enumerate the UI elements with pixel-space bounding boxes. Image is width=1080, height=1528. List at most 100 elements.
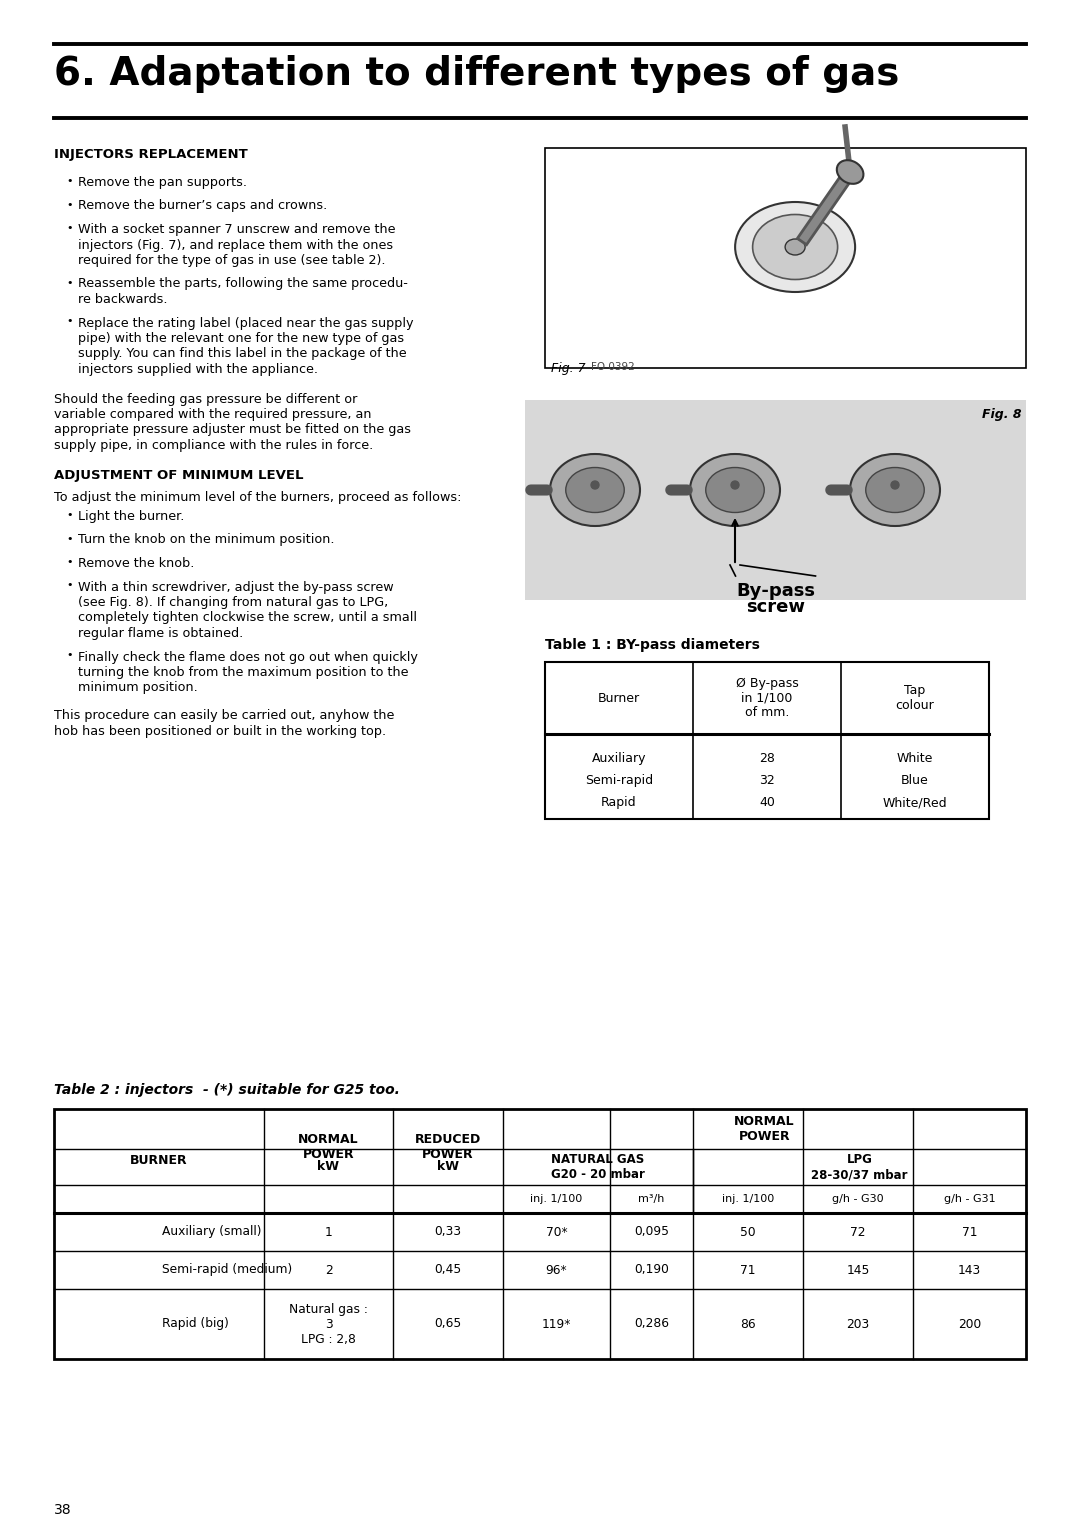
Text: •: •	[66, 651, 72, 660]
Text: 70*: 70*	[545, 1225, 567, 1239]
Text: •: •	[66, 558, 72, 567]
Text: Blue: Blue	[901, 775, 929, 787]
Text: Remove the pan supports.: Remove the pan supports.	[78, 176, 247, 189]
Text: turning the knob from the maximum position to the: turning the knob from the maximum positi…	[78, 666, 408, 678]
Text: inj. 1/100: inj. 1/100	[530, 1193, 582, 1204]
Text: With a socket spanner 7 unscrew and remove the: With a socket spanner 7 unscrew and remo…	[78, 223, 395, 235]
Text: kW: kW	[437, 1160, 459, 1174]
Text: NATURAL GAS
G20 - 20 mbar: NATURAL GAS G20 - 20 mbar	[551, 1154, 645, 1181]
Text: FO 0392: FO 0392	[591, 362, 635, 371]
Text: Table 1 : BY-pass diameters: Table 1 : BY-pass diameters	[545, 639, 760, 652]
Text: To adjust the minimum level of the burners, proceed as follows:: To adjust the minimum level of the burne…	[54, 490, 461, 504]
Text: •: •	[66, 510, 72, 520]
Text: By-pass: By-pass	[735, 582, 815, 601]
Text: •: •	[66, 278, 72, 287]
Text: White/Red: White/Red	[882, 796, 947, 808]
Text: 40: 40	[759, 796, 775, 808]
Text: Reassemble the parts, following the same procedu-: Reassemble the parts, following the same…	[78, 278, 408, 290]
Text: re backwards.: re backwards.	[78, 293, 167, 306]
Ellipse shape	[866, 468, 924, 512]
Text: This procedure can easily be carried out, anyhow the: This procedure can easily be carried out…	[54, 709, 394, 723]
Text: LPG
28-30/37 mbar: LPG 28-30/37 mbar	[811, 1154, 908, 1181]
Text: ADJUSTMENT OF MINIMUM LEVEL: ADJUSTMENT OF MINIMUM LEVEL	[54, 469, 303, 481]
Text: 0,33: 0,33	[434, 1225, 461, 1239]
Text: hob has been positioned or built in the working top.: hob has been positioned or built in the …	[54, 724, 387, 738]
Text: 6. Adaptation to different types of gas: 6. Adaptation to different types of gas	[54, 55, 900, 93]
Text: 0,286: 0,286	[634, 1317, 669, 1331]
Text: Natural gas :
3
LPG : 2,8: Natural gas : 3 LPG : 2,8	[289, 1302, 368, 1346]
Text: 96*: 96*	[545, 1264, 567, 1276]
Text: 0,190: 0,190	[634, 1264, 669, 1276]
Text: completely tighten clockwise the screw, until a small: completely tighten clockwise the screw, …	[78, 611, 417, 625]
Text: INJECTORS REPLACEMENT: INJECTORS REPLACEMENT	[54, 148, 247, 160]
Text: With a thin screwdriver, adjust the by-pass screw: With a thin screwdriver, adjust the by-p…	[78, 581, 393, 593]
Text: 2: 2	[325, 1264, 333, 1276]
Text: 72: 72	[850, 1225, 866, 1239]
Text: Auxiliary: Auxiliary	[592, 752, 646, 766]
Text: variable compared with the required pressure, an: variable compared with the required pres…	[54, 408, 372, 422]
Text: screw: screw	[746, 597, 805, 616]
Text: 0,095: 0,095	[634, 1225, 669, 1239]
Text: •: •	[66, 176, 72, 186]
Bar	[545, 148, 1026, 368]
Text: 38: 38	[54, 1504, 71, 1517]
Text: minimum position.: minimum position.	[78, 681, 198, 695]
Text: 32: 32	[759, 775, 774, 787]
Text: 86: 86	[740, 1317, 756, 1331]
Text: 119*: 119*	[542, 1317, 571, 1331]
Text: 71: 71	[962, 1225, 977, 1239]
Text: Semi-rapid (medium): Semi-rapid (medium)	[162, 1264, 293, 1276]
Text: Turn the knob on the minimum position.: Turn the knob on the minimum position.	[78, 533, 335, 547]
Text: NORMAL
POWER: NORMAL POWER	[298, 1132, 359, 1161]
Ellipse shape	[550, 454, 640, 526]
Ellipse shape	[837, 160, 863, 183]
Text: REDUCED
POWER: REDUCED POWER	[415, 1132, 481, 1161]
Text: required for the type of gas in use (see table 2).: required for the type of gas in use (see…	[78, 254, 386, 267]
Text: 145: 145	[847, 1264, 869, 1276]
Ellipse shape	[735, 202, 855, 292]
Text: •: •	[66, 200, 72, 209]
Ellipse shape	[690, 454, 780, 526]
Ellipse shape	[566, 468, 624, 512]
Text: Remove the knob.: Remove the knob.	[78, 558, 194, 570]
Text: 0,45: 0,45	[434, 1264, 461, 1276]
Ellipse shape	[850, 454, 940, 526]
Text: injectors supplied with the appliance.: injectors supplied with the appliance.	[78, 364, 318, 376]
Text: 1: 1	[325, 1225, 333, 1239]
Text: •: •	[66, 316, 72, 327]
Text: Burner: Burner	[598, 692, 640, 704]
Text: Table 2 : injectors  - (*) suitable for G25 too.: Table 2 : injectors - (*) suitable for G…	[54, 1083, 400, 1097]
Circle shape	[591, 481, 599, 489]
Ellipse shape	[753, 214, 838, 280]
Text: Fig. 7: Fig. 7	[551, 362, 585, 374]
Text: Tap
colour: Tap colour	[895, 685, 934, 712]
Text: inj. 1/100: inj. 1/100	[721, 1193, 774, 1204]
Text: (see Fig. 8). If changing from natural gas to LPG,: (see Fig. 8). If changing from natural g…	[78, 596, 388, 610]
Text: Fig. 8: Fig. 8	[983, 408, 1022, 422]
Bar	[545, 662, 989, 819]
Text: injectors (Fig. 7), and replace them with the ones: injectors (Fig. 7), and replace them wit…	[78, 238, 393, 252]
Circle shape	[731, 481, 739, 489]
Text: supply pipe, in compliance with the rules in force.: supply pipe, in compliance with the rule…	[54, 439, 374, 452]
Text: Auxiliary (small): Auxiliary (small)	[162, 1225, 261, 1239]
Text: 200: 200	[958, 1317, 981, 1331]
Text: Rapid: Rapid	[602, 796, 637, 808]
Text: Replace the rating label (placed near the gas supply: Replace the rating label (placed near th…	[78, 316, 414, 330]
Ellipse shape	[785, 238, 805, 255]
Text: Ø By-pass
in 1/100
of mm.: Ø By-pass in 1/100 of mm.	[735, 677, 798, 720]
Circle shape	[891, 481, 899, 489]
Text: 0,65: 0,65	[434, 1317, 461, 1331]
Text: 71: 71	[740, 1264, 756, 1276]
Text: g/h - G31: g/h - G31	[944, 1193, 996, 1204]
Text: Semi-rapid: Semi-rapid	[585, 775, 653, 787]
Ellipse shape	[705, 468, 765, 512]
Text: 28: 28	[759, 752, 775, 766]
Bar	[54, 1109, 1026, 1358]
Text: •: •	[66, 223, 72, 232]
Text: pipe) with the relevant one for the new type of gas: pipe) with the relevant one for the new …	[78, 332, 404, 345]
Bar	[525, 400, 1026, 601]
Text: Should the feeding gas pressure be different or: Should the feeding gas pressure be diffe…	[54, 393, 357, 405]
Text: regular flame is obtained.: regular flame is obtained.	[78, 626, 243, 640]
Text: m³/h: m³/h	[638, 1193, 664, 1204]
Text: appropriate pressure adjuster must be fitted on the gas: appropriate pressure adjuster must be fi…	[54, 423, 411, 437]
